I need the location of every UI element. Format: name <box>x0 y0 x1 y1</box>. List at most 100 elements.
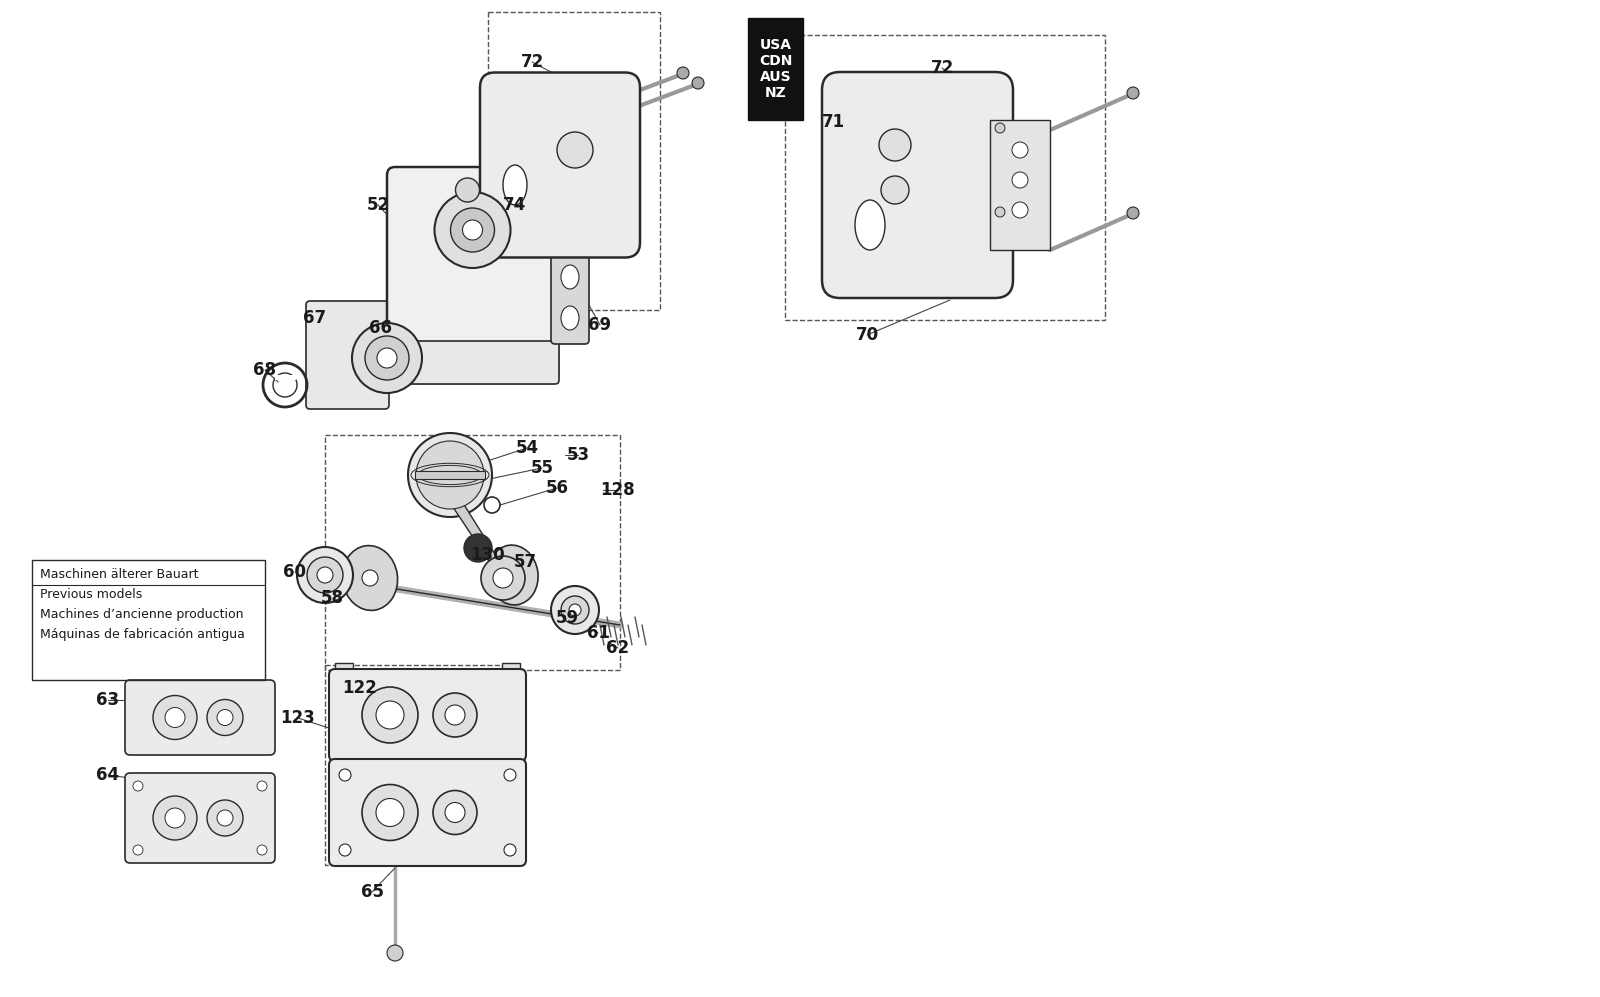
Circle shape <box>154 796 197 840</box>
Circle shape <box>1126 207 1139 219</box>
Circle shape <box>677 67 690 79</box>
Bar <box>502 760 520 780</box>
Text: 67: 67 <box>304 309 326 327</box>
Bar <box>414 471 485 479</box>
Circle shape <box>504 844 515 856</box>
FancyBboxPatch shape <box>480 73 640 257</box>
Circle shape <box>307 557 342 593</box>
Circle shape <box>218 810 234 826</box>
Bar <box>786 35 1106 320</box>
Circle shape <box>362 570 378 586</box>
Text: 74: 74 <box>504 196 526 214</box>
FancyBboxPatch shape <box>306 301 389 409</box>
Text: 128: 128 <box>600 481 635 499</box>
Circle shape <box>206 800 243 836</box>
Circle shape <box>451 208 494 252</box>
Text: 61: 61 <box>587 624 610 642</box>
Text: 62: 62 <box>606 639 629 657</box>
Circle shape <box>218 710 234 726</box>
Bar <box>990 120 1050 250</box>
Circle shape <box>133 845 142 855</box>
Circle shape <box>154 696 197 740</box>
Circle shape <box>456 178 480 202</box>
Ellipse shape <box>342 545 398 610</box>
Circle shape <box>165 808 186 828</box>
Text: 65: 65 <box>360 883 384 901</box>
Ellipse shape <box>488 545 538 605</box>
Polygon shape <box>445 495 509 575</box>
Circle shape <box>562 596 589 624</box>
Circle shape <box>258 781 267 791</box>
Ellipse shape <box>562 306 579 330</box>
Text: 63: 63 <box>96 691 120 709</box>
Circle shape <box>365 336 410 380</box>
Text: 130: 130 <box>470 546 506 564</box>
Circle shape <box>434 791 477 834</box>
Circle shape <box>352 323 422 393</box>
Circle shape <box>557 132 594 168</box>
FancyBboxPatch shape <box>387 167 558 383</box>
Circle shape <box>133 781 142 791</box>
Bar <box>749 18 803 120</box>
Bar <box>502 750 520 767</box>
Circle shape <box>1126 87 1139 99</box>
Circle shape <box>882 176 909 204</box>
Circle shape <box>1013 202 1027 218</box>
Circle shape <box>387 945 403 961</box>
Bar <box>325 435 621 670</box>
FancyBboxPatch shape <box>125 773 275 863</box>
Circle shape <box>1013 142 1027 158</box>
Circle shape <box>493 568 514 588</box>
Circle shape <box>378 348 397 368</box>
FancyBboxPatch shape <box>330 759 526 866</box>
Circle shape <box>376 799 403 827</box>
Text: 122: 122 <box>342 679 378 697</box>
Bar <box>334 663 354 680</box>
Circle shape <box>462 220 483 240</box>
Text: 58: 58 <box>320 589 344 607</box>
Bar <box>334 760 354 780</box>
Text: 56: 56 <box>546 479 568 497</box>
Bar <box>325 665 510 865</box>
Text: 54: 54 <box>515 439 539 457</box>
Ellipse shape <box>562 265 579 289</box>
Circle shape <box>339 844 350 856</box>
Circle shape <box>570 604 581 616</box>
Circle shape <box>550 586 598 634</box>
Circle shape <box>408 433 493 517</box>
Circle shape <box>206 700 243 736</box>
Text: 72: 72 <box>930 59 954 77</box>
Circle shape <box>464 534 493 562</box>
Circle shape <box>339 769 350 781</box>
FancyBboxPatch shape <box>550 251 589 344</box>
Text: 52: 52 <box>366 196 389 214</box>
Circle shape <box>995 207 1005 217</box>
Circle shape <box>298 547 354 603</box>
Text: USA
CDN
AUS
NZ: USA CDN AUS NZ <box>758 38 792 101</box>
Circle shape <box>878 129 910 161</box>
Text: 68: 68 <box>253 361 277 379</box>
Bar <box>502 663 520 680</box>
Circle shape <box>416 441 483 509</box>
Bar <box>488 12 661 310</box>
Text: Maschinen älterer Bauart
Previous models
Machines d’ancienne production
Máquinas: Maschinen älterer Bauart Previous models… <box>40 568 245 641</box>
Circle shape <box>434 693 477 737</box>
FancyBboxPatch shape <box>386 341 558 384</box>
Text: 69: 69 <box>589 316 611 334</box>
Bar <box>32 560 266 680</box>
Text: 53: 53 <box>566 446 589 464</box>
Text: 70: 70 <box>856 326 878 344</box>
Text: 123: 123 <box>280 709 315 727</box>
Circle shape <box>1013 172 1027 188</box>
Circle shape <box>482 556 525 600</box>
Circle shape <box>445 803 466 823</box>
Text: 57: 57 <box>514 553 536 571</box>
Text: 64: 64 <box>96 766 120 784</box>
Ellipse shape <box>854 200 885 250</box>
FancyBboxPatch shape <box>125 680 275 755</box>
Circle shape <box>435 192 510 268</box>
Circle shape <box>504 769 515 781</box>
FancyBboxPatch shape <box>822 72 1013 298</box>
Circle shape <box>376 701 403 729</box>
Text: 71: 71 <box>821 113 845 131</box>
